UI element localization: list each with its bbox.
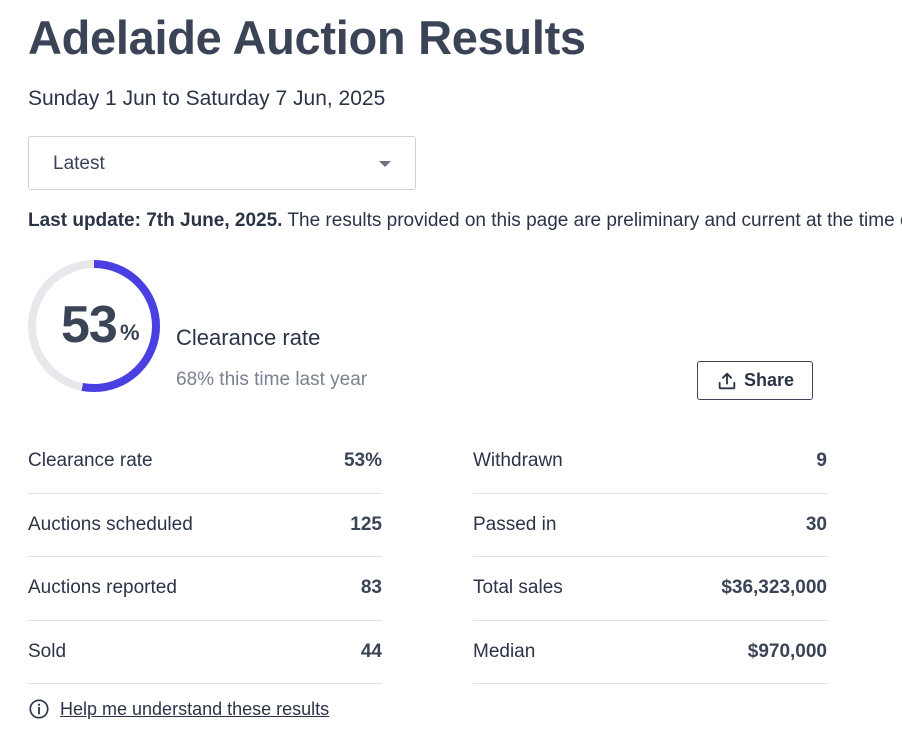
gauge-rate-number: 53 [61, 296, 118, 354]
stat-label: Median [473, 640, 536, 662]
last-update-label: Last update: 7th June, 2025. [28, 210, 283, 231]
table-row: Sold 44 [28, 621, 382, 684]
period-select-value: Latest [53, 153, 105, 174]
stat-value: $970,000 [747, 640, 827, 662]
table-row: Withdrawn 9 [473, 430, 827, 494]
share-button-label: Share [743, 370, 795, 390]
last-update-notice: Last update: 7th June, 2025. The results… [28, 210, 902, 232]
table-row: Auctions scheduled 125 [28, 494, 382, 557]
stat-label: Passed in [473, 513, 557, 535]
stat-value: 9 [816, 450, 827, 472]
table-row: Total sales $36,323,000 [473, 557, 827, 621]
stat-value: 125 [350, 513, 382, 535]
stat-value: 44 [360, 640, 382, 662]
last-update-text: The results provided on this page are pr… [287, 210, 902, 231]
stat-label: Clearance rate [28, 450, 153, 472]
clearance-rate-comparison: 68% this time last year [176, 369, 368, 390]
gauge-percent-sign: % [120, 320, 140, 345]
share-button[interactable]: Share [697, 361, 813, 400]
help-understand-link[interactable]: Help me understand these results [60, 698, 330, 719]
info-icon [29, 699, 49, 719]
clearance-gauge [28, 260, 160, 392]
stat-value: 53% [343, 450, 382, 472]
stat-label: Auctions scheduled [28, 513, 193, 535]
stat-label: Total sales [473, 577, 563, 599]
clearance-rate-label: Clearance rate [176, 325, 321, 350]
stat-label: Withdrawn [473, 450, 563, 472]
stat-value: 83 [360, 577, 382, 599]
stat-label: Auctions reported [28, 577, 177, 599]
chevron-down-icon [379, 161, 391, 167]
stats-table-left: Clearance rate 53% Auctions scheduled 12… [28, 430, 382, 684]
period-select[interactable]: Latest [28, 136, 416, 190]
table-row: Clearance rate 53% [28, 430, 382, 494]
stat-value: $36,323,000 [721, 577, 827, 599]
table-row: Median $970,000 [473, 621, 827, 684]
table-row: Passed in 30 [473, 494, 827, 557]
stat-label: Sold [28, 640, 67, 662]
help-link-row[interactable]: Help me understand these results [28, 698, 329, 720]
date-range: Sunday 1 Jun to Saturday 7 Jun, 2025 [28, 87, 386, 110]
stat-value: 30 [805, 513, 827, 535]
gauge-progress [28, 260, 160, 392]
page-title: Adelaide Auction Results [28, 11, 586, 64]
table-row: Auctions reported 83 [28, 557, 382, 621]
upload-share-icon [718, 372, 736, 389]
stats-table-right: Withdrawn 9 Passed in 30 Total sales $36… [473, 430, 827, 684]
